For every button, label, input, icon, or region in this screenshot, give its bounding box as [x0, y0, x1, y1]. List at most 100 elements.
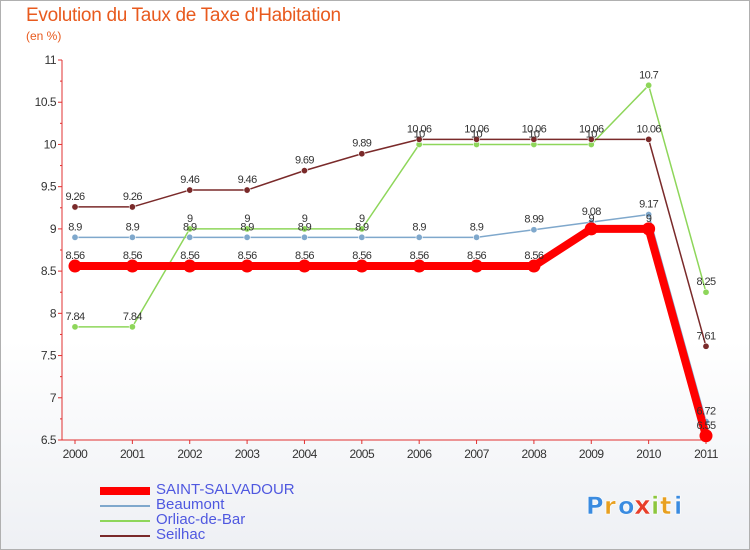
data-label: 10.06 — [522, 123, 547, 135]
data-label: 7.61 — [696, 330, 715, 342]
data-label: 6.55 — [696, 420, 715, 432]
legend-label: Orliac-de-Bar — [156, 511, 246, 528]
x-tick-label: 2009 — [579, 447, 605, 461]
data-point — [243, 225, 251, 233]
data-point — [128, 323, 136, 331]
data-point — [645, 81, 653, 89]
legend-swatch — [100, 535, 150, 537]
data-label: 8.9 — [298, 221, 312, 233]
data-point — [71, 323, 79, 331]
data-point — [68, 259, 82, 273]
data-point — [530, 135, 538, 143]
data-label: 9.17 — [639, 199, 658, 211]
data-label: 9 — [359, 213, 365, 225]
data-label: 10.7 — [639, 69, 658, 81]
x-tick-label: 2004 — [292, 447, 318, 461]
data-label: 6.72 — [696, 405, 715, 417]
x-tick-label: 2006 — [407, 447, 433, 461]
data-point — [358, 150, 366, 158]
x-tick-label: 2010 — [636, 447, 662, 461]
data-label: 8.9 — [470, 221, 484, 233]
data-label: 8.56 — [180, 250, 199, 262]
data-label: 10.06 — [579, 123, 604, 135]
data-label: 10 — [528, 128, 540, 140]
data-label: 8.99 — [524, 214, 543, 226]
logo-letter: t — [660, 492, 671, 520]
data-label: 8.56 — [123, 250, 142, 262]
logo-letter: o — [618, 492, 635, 520]
data-label: 8.56 — [467, 250, 486, 262]
y-tick-label: 11 — [45, 53, 57, 67]
data-label: 9.46 — [238, 174, 257, 186]
data-point — [71, 233, 79, 241]
data-point — [645, 211, 653, 219]
data-label: 10.06 — [407, 123, 432, 135]
series-line-beaumont — [74, 213, 707, 423]
data-point — [699, 429, 713, 443]
data-point — [645, 135, 653, 143]
data-point — [642, 222, 656, 236]
data-point — [527, 259, 541, 273]
x-tick-label: 2000 — [63, 447, 89, 461]
x-tick-label: 2005 — [349, 447, 375, 461]
x-tick-label: 2007 — [464, 447, 490, 461]
data-point — [415, 233, 423, 241]
data-point — [186, 233, 194, 241]
logo-letter: P — [586, 492, 604, 520]
data-point — [300, 167, 308, 175]
data-label: 9 — [646, 213, 652, 225]
data-label: 9.26 — [123, 191, 142, 203]
data-point — [243, 233, 251, 241]
legend-label: Seilhac — [156, 526, 206, 543]
series-line-saint-salvadour — [71, 224, 710, 440]
data-point — [587, 135, 595, 143]
series-line-orliac-de-bar — [74, 84, 707, 328]
x-tick-label: 2003 — [235, 447, 261, 461]
data-point — [128, 203, 136, 211]
y-tick-label: 7.5 — [41, 349, 57, 363]
data-point — [473, 233, 481, 241]
y-tick-label: 8 — [50, 306, 57, 320]
data-label: 10.06 — [464, 123, 489, 135]
data-point — [128, 233, 136, 241]
data-point — [300, 225, 308, 233]
x-tick-label: 2008 — [522, 447, 548, 461]
data-label: 9 — [589, 213, 595, 225]
data-label: 9.26 — [65, 191, 84, 203]
data-point — [125, 259, 139, 273]
data-label: 8.9 — [126, 221, 140, 233]
data-point — [300, 233, 308, 241]
logo-letter: i — [674, 492, 682, 520]
y-tick-label: 10.5 — [35, 95, 57, 109]
data-label: 8.56 — [65, 250, 84, 262]
data-point — [470, 259, 484, 273]
data-label: 9.46 — [180, 174, 199, 186]
data-point — [358, 233, 366, 241]
data-label: 8.56 — [352, 250, 371, 262]
data-label: 10 — [414, 128, 426, 140]
data-point — [71, 203, 79, 211]
x-tick-label: 2011 — [694, 447, 719, 461]
y-tick-label: 9 — [50, 222, 57, 236]
y-tick-label: 8.5 — [41, 264, 57, 278]
data-label: 10.06 — [636, 123, 661, 135]
data-label: 10 — [471, 128, 483, 140]
data-point — [240, 259, 254, 273]
data-label: 7.84 — [65, 311, 84, 323]
legend-swatch — [100, 520, 150, 522]
data-label: 7.84 — [123, 311, 142, 323]
y-tick-label: 6.5 — [41, 433, 57, 447]
logo-letter: x — [634, 491, 651, 520]
legend-swatch — [100, 505, 150, 507]
data-label: 9.69 — [295, 155, 314, 167]
data-label: 8.56 — [410, 250, 429, 262]
data-label: 9.08 — [582, 206, 601, 218]
data-point — [584, 222, 598, 236]
data-point — [355, 259, 369, 273]
data-label: 8.9 — [183, 221, 197, 233]
data-point — [412, 259, 426, 273]
y-tick-label: 7 — [50, 391, 57, 405]
x-tick-label: 2002 — [177, 447, 203, 461]
